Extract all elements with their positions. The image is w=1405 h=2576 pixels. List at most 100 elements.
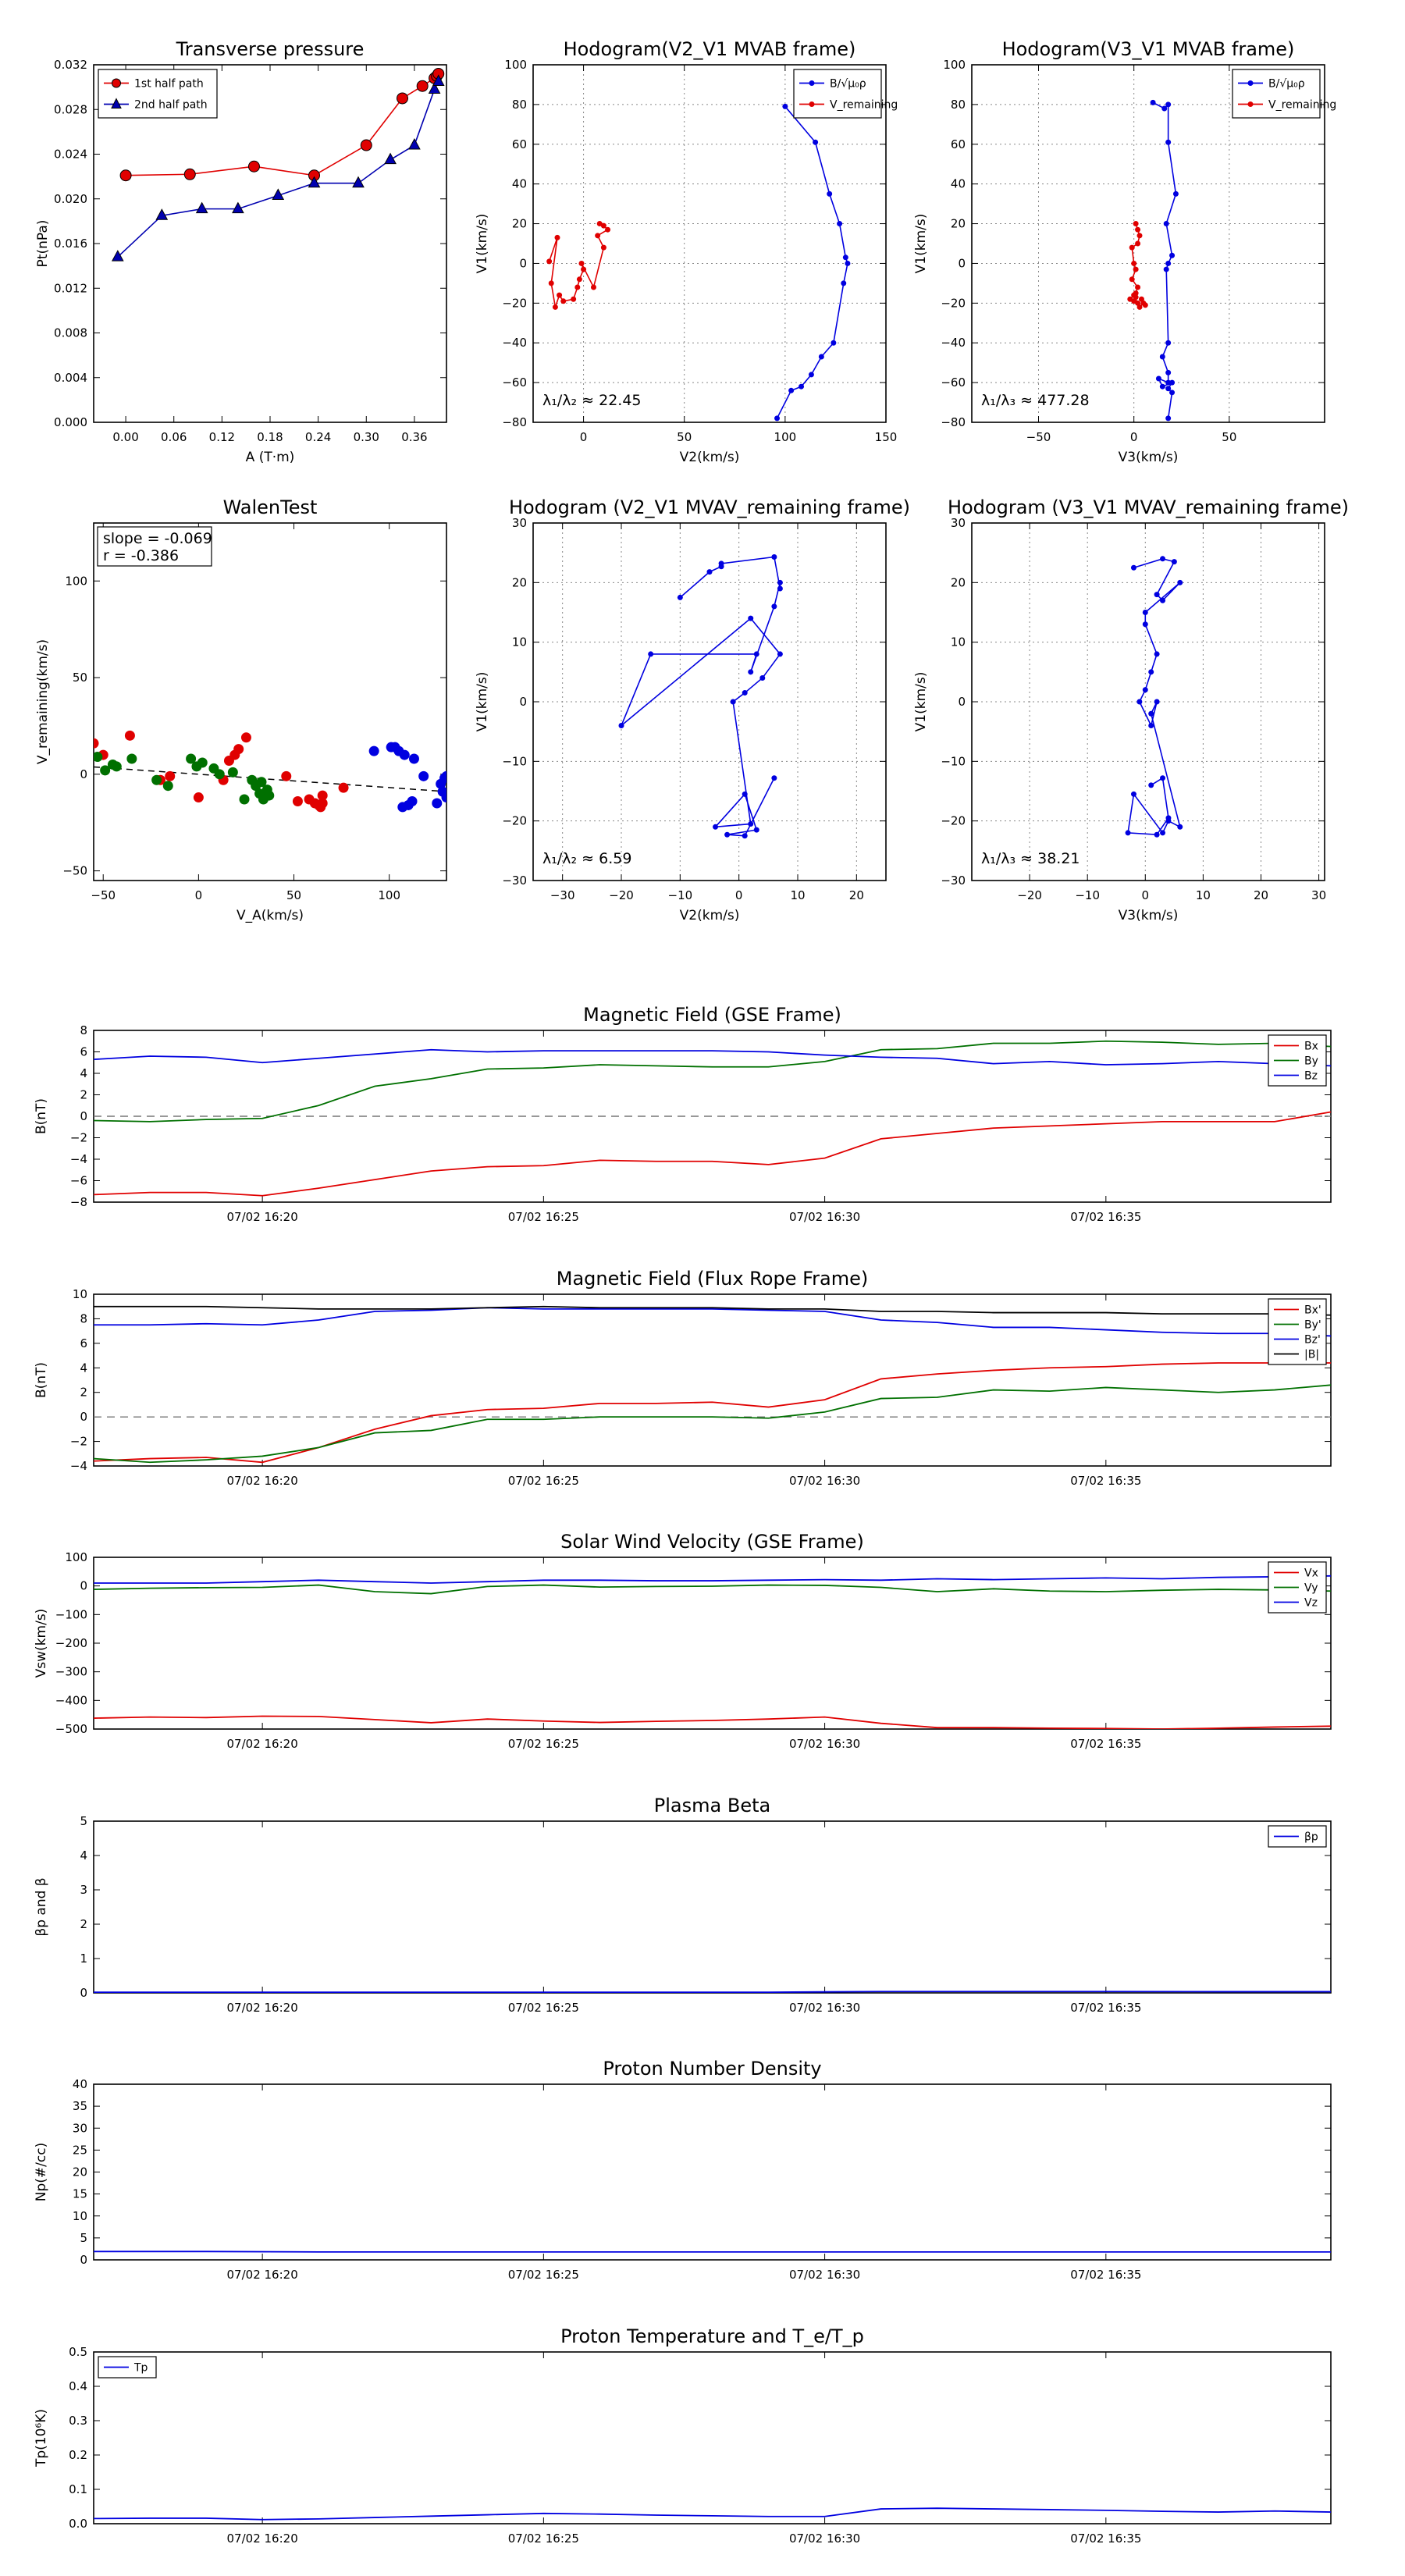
y-tick-label: 40 xyxy=(512,177,527,191)
data-point xyxy=(111,761,122,772)
data-point xyxy=(256,777,267,788)
data-point xyxy=(407,795,418,806)
chart-p3: Hodogram(V3_V1 MVAB frame) −50 0 50 −80 −60 −4… xyxy=(913,38,1336,465)
data-point xyxy=(578,260,585,266)
y-tick-label: 0.008 xyxy=(54,326,87,340)
data-point xyxy=(1135,284,1141,290)
data-point xyxy=(748,820,754,827)
y-tick-label: 0.004 xyxy=(54,371,87,385)
y-tick-label: 50 xyxy=(73,671,87,685)
y-tick-label: 1 xyxy=(80,1952,87,1966)
plot-area xyxy=(1127,99,1179,422)
data-point xyxy=(1165,386,1172,392)
data-point xyxy=(618,723,624,729)
data-point xyxy=(771,775,777,781)
y-tick-label: 0 xyxy=(958,256,966,270)
y-tick-label: 0.1 xyxy=(69,2482,87,2496)
y-tick-label: 40 xyxy=(73,2077,87,2091)
data-point xyxy=(1135,226,1141,233)
legend-label: Bx xyxy=(1304,1041,1318,1053)
data-point xyxy=(799,383,805,390)
data-point xyxy=(264,790,275,801)
y-tick-label: 8 xyxy=(80,1311,87,1325)
y-tick-label: −8 xyxy=(70,1195,87,1209)
data-point xyxy=(1129,244,1135,251)
x-tick-label: 50 xyxy=(677,430,692,444)
data-point xyxy=(308,176,321,188)
annotation-text: λ₁/λ₃ ≈ 38.21 xyxy=(981,850,1080,867)
data-point xyxy=(718,560,724,567)
data-point xyxy=(94,738,99,749)
y-tick-label: 25 xyxy=(73,2143,87,2157)
y-tick-label: −300 xyxy=(55,1665,87,1679)
legend-box xyxy=(1232,69,1321,119)
data-point xyxy=(1169,379,1176,386)
data-point xyxy=(571,296,577,302)
data-point xyxy=(1165,139,1172,145)
y-tick-label: 0.024 xyxy=(54,148,87,162)
chart-title: Proton Number Density xyxy=(603,2058,821,2080)
legend-label: By xyxy=(1304,1055,1318,1068)
series-line-0 xyxy=(94,1362,1331,1464)
y-tick-label: 0 xyxy=(519,695,527,709)
data-point xyxy=(1169,390,1176,396)
y-tick-label: 0.012 xyxy=(54,281,87,295)
series-line-1 xyxy=(94,1584,1331,1595)
data-point xyxy=(1172,190,1179,197)
x-tick-label: 07/02 16:30 xyxy=(789,1737,860,1751)
plot-frame xyxy=(971,64,1325,423)
y-tick-label: −40 xyxy=(941,336,966,350)
data-point xyxy=(753,827,759,833)
y-axis-label: V1(km/s) xyxy=(475,672,490,732)
legend-box xyxy=(98,69,218,119)
y-tick-label: −10 xyxy=(941,754,966,768)
data-point xyxy=(771,603,777,610)
data-point xyxy=(581,266,587,272)
chart-title: Hodogram(V2_V1 MVAB frame) xyxy=(564,38,856,60)
legend-label: B/√μ₀ρ xyxy=(1268,78,1305,91)
plot-frame xyxy=(93,2083,1332,2261)
data-point xyxy=(1165,340,1172,346)
data-point xyxy=(557,292,563,298)
y-axis-label: V1(km/s) xyxy=(913,672,929,732)
series-line-2 xyxy=(94,1048,1331,1067)
data-point xyxy=(1131,292,1137,298)
plot-area xyxy=(111,67,445,262)
series-line-0 xyxy=(621,556,781,837)
y-tick-label: 30 xyxy=(73,2121,87,2135)
series-line-1 xyxy=(94,1040,1331,1123)
data-point xyxy=(233,744,244,755)
y-axis-label: V1(km/s) xyxy=(475,214,490,274)
chart-title: Transverse pressure xyxy=(176,38,365,60)
y-tick-label: −100 xyxy=(55,1607,87,1621)
y-tick-label: 100 xyxy=(504,58,527,72)
data-point xyxy=(605,226,611,233)
y-tick-label: 0.020 xyxy=(54,192,87,206)
annotation-text: λ₁/λ₂ ≈ 6.59 xyxy=(542,850,631,867)
legend-label: Bx' xyxy=(1304,1304,1321,1317)
y-tick-label: 40 xyxy=(951,177,966,191)
data-point xyxy=(841,280,847,286)
series-line-0 xyxy=(94,2507,1331,2521)
chart-title: Solar Wind Velocity (GSE Frame) xyxy=(560,1531,864,1553)
legend-label: Bz xyxy=(1304,1070,1318,1083)
x-tick-label: 100 xyxy=(774,430,797,444)
x-tick-label: −10 xyxy=(1075,888,1100,902)
data-point xyxy=(408,137,421,150)
y-tick-label: 30 xyxy=(951,516,966,530)
y-tick-label: 2 xyxy=(80,1088,87,1102)
data-point xyxy=(1133,266,1139,272)
annotation-text: slope = -0.069 xyxy=(103,530,212,547)
data-point xyxy=(1154,592,1160,598)
y-tick-label: 5 xyxy=(80,2231,87,2245)
data-point xyxy=(1142,621,1148,628)
x-tick-label: 07/02 16:25 xyxy=(508,1210,579,1224)
plot-frame xyxy=(93,1293,1332,1467)
y-tick-label: −60 xyxy=(941,375,966,390)
x-tick-label: 07/02 16:30 xyxy=(789,1210,860,1224)
y-axis-label: B(nT) xyxy=(34,1098,49,1134)
y-tick-label: 0 xyxy=(80,767,87,781)
data-point xyxy=(162,781,173,792)
y-axis-label: Np(#/cc) xyxy=(34,2143,49,2201)
plot-area xyxy=(94,2507,1331,2521)
